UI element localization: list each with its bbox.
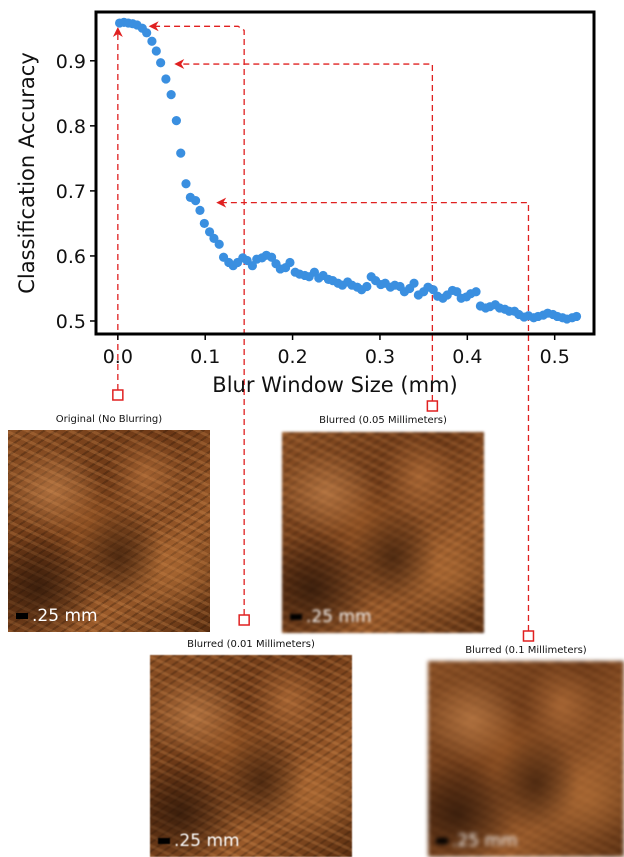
panel-blur-001: Blurred (0.01 Millimeters) .25 mm: [150, 639, 352, 857]
callout-box-001: [238, 614, 250, 626]
callout-box-01: [522, 630, 535, 642]
scale-bar-mark: [290, 614, 302, 620]
axis-ticks: 0.0 0.1 0.2 0.3 0.4 0.5 0.5 0.6 0.7 0.8 0.9: [56, 51, 570, 368]
scale-bar-label: .25 mm: [306, 607, 372, 627]
scale-bar: .25 mm: [436, 831, 518, 851]
data-point: [195, 205, 205, 216]
x-tick-label: 0.3: [365, 346, 395, 368]
sample-image: .25 mm: [8, 430, 210, 632]
scale-bar: .25 mm: [16, 606, 98, 626]
panel-title: Blurred (0.01 Millimeters): [187, 639, 315, 650]
data-point: [191, 196, 201, 206]
x-axis-label: Blur Window Size (mm): [212, 373, 457, 397]
callout-arrow-01: [216, 197, 227, 208]
callout-arrow-original: [112, 27, 123, 38]
data-point: [362, 281, 372, 292]
plot-frame: [94, 10, 596, 336]
scale-bar-label: .25 mm: [174, 831, 240, 851]
callout-line-01: [222, 201, 530, 631]
panel-title: Blurred (0.05 Millimeters): [319, 415, 447, 426]
x-tick-label: 0.4: [452, 346, 482, 368]
data-points: [114, 17, 582, 324]
data-point: [247, 261, 257, 271]
y-tick-label: 0.6: [56, 246, 86, 268]
data-point: [428, 285, 438, 295]
callout-arrow-001: [148, 21, 159, 32]
sample-image: .25 mm: [150, 655, 352, 857]
sample-image: .25 mm: [282, 432, 484, 633]
scale-bar-label: .25 mm: [452, 831, 518, 851]
data-point: [267, 252, 277, 262]
panel-title: Blurred (0.1 Millimeters): [465, 645, 587, 656]
y-axis-label: Classification Accuracy: [15, 52, 39, 294]
y-tick-label: 0.7: [56, 181, 86, 203]
panel-blur-01: Blurred (0.1 Millimeters) .25 mm: [428, 645, 624, 857]
scale-bar-mark: [158, 838, 170, 844]
data-point: [176, 148, 186, 158]
panel-title: Original (No Blurring): [55, 414, 163, 425]
y-tick-label: 0.5: [56, 311, 86, 333]
panel-original: Original (No Blurring) .25 mm: [8, 414, 210, 632]
x-tick-label: 0.1: [190, 346, 220, 368]
panel-blur-005: Blurred (0.05 Millimeters) .25 mm: [282, 415, 484, 633]
data-point: [209, 233, 219, 243]
data-point: [409, 278, 419, 288]
callout-box-005: [426, 400, 439, 412]
data-point: [181, 179, 191, 189]
data-point: [166, 90, 176, 100]
data-point: [151, 46, 161, 56]
data-point: [214, 239, 224, 249]
scale-bar: .25 mm: [290, 607, 372, 627]
data-point: [204, 227, 215, 237]
data-point: [161, 74, 171, 84]
x-tick-label: 0.0: [103, 346, 133, 368]
y-tick-label: 0.9: [56, 51, 86, 73]
data-point: [452, 287, 462, 297]
data-point: [471, 287, 481, 297]
scale-bar-label: .25 mm: [32, 606, 98, 626]
scale-bar: .25 mm: [158, 831, 240, 851]
scale-bar-mark: [16, 613, 28, 619]
callout-arrow-005: [174, 59, 185, 70]
y-tick-label: 0.8: [56, 116, 86, 138]
sample-image: .25 mm: [428, 661, 624, 857]
callout-line-001: [154, 25, 245, 615]
data-point: [285, 257, 295, 268]
data-point: [571, 311, 582, 322]
data-point: [156, 58, 166, 68]
callout-box-original: [112, 389, 124, 401]
scale-bar-mark: [436, 838, 448, 844]
data-point: [199, 218, 209, 229]
x-tick-label: 0.5: [540, 346, 570, 368]
data-point: [147, 36, 157, 46]
x-tick-label: 0.2: [277, 346, 307, 368]
data-point: [171, 116, 181, 126]
data-point: [142, 28, 152, 38]
